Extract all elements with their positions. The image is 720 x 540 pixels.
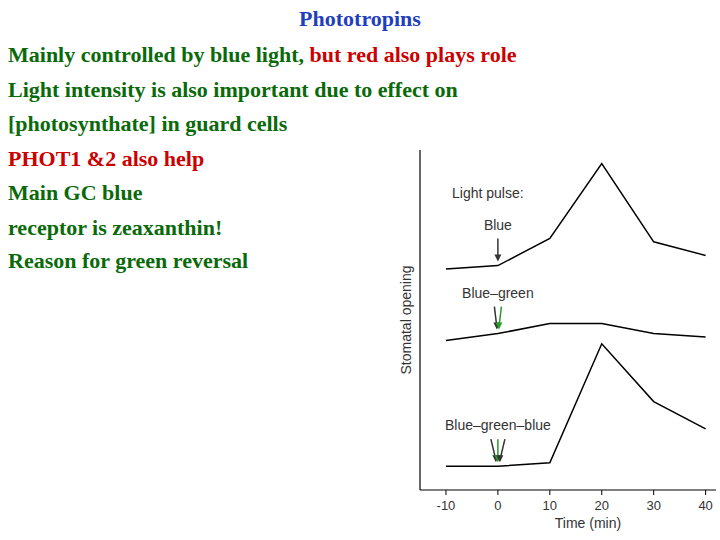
y-axis [419, 150, 420, 490]
series-label: Blue [484, 217, 512, 233]
series-labels: Blue Blue–green Blue–green–blue [445, 217, 551, 463]
x-axis [420, 489, 716, 490]
x-axis-label: Time (min) [555, 515, 621, 531]
slide-line: [photosynthate] in guard cells [8, 111, 288, 136]
x-tick [549, 490, 550, 495]
x-tick [445, 490, 446, 495]
x-tick [705, 490, 706, 495]
text-segment: Reason for green reversal [8, 248, 248, 273]
series-label: Blue–green [462, 285, 534, 301]
x-tick-label: 10 [543, 498, 557, 513]
slide-line: Reason for green reversal [8, 248, 248, 273]
text-segment: Light intensity is also important due to… [8, 77, 458, 102]
text-segment: but red also plays role [310, 42, 517, 67]
slide-line: Main GC blue [8, 180, 143, 205]
slide-line: Mainly controlled by blue light, but red… [8, 42, 517, 67]
slide-line: receptor is zeaxanthin! [8, 215, 222, 240]
series-line [446, 344, 706, 466]
pulse-arrowhead [494, 255, 501, 262]
text-segment: [photosynthate] in guard cells [8, 111, 288, 136]
x-tick-label: 0 [494, 498, 501, 513]
pulse-arrowhead [496, 455, 503, 462]
chart: -10 0 10 20 30 40 Time (min) Stomatal opening Li… [398, 150, 716, 531]
x-tick [497, 490, 498, 495]
text-segment: Main GC blue [8, 180, 143, 205]
x-tick-label: 40 [698, 498, 712, 513]
series-label: Blue–green–blue [445, 417, 551, 433]
x-tick [601, 490, 602, 495]
pulse-arrowhead [495, 323, 502, 330]
series-line [446, 323, 706, 340]
x-tick-label: 30 [646, 498, 660, 513]
x-tick-label: -10 [437, 498, 456, 513]
x-tick-label: 20 [595, 498, 609, 513]
series-line [446, 164, 706, 269]
annotation: Light pulse: [452, 185, 524, 201]
slide: Phototropins Mainly controlled by blue li… [0, 0, 720, 540]
slide-title: Phototropins [299, 6, 421, 31]
text-segment: receptor is zeaxanthin! [8, 215, 222, 240]
slide-line: Light intensity is also important due to… [8, 77, 458, 102]
text-segment: Mainly controlled by blue light, [8, 42, 310, 67]
slide-line: PHOT1 &2 also help [8, 146, 204, 171]
y-axis-label: Stomatal opening [398, 266, 414, 375]
x-tick [653, 490, 654, 495]
text-segment: PHOT1 &2 also help [8, 146, 204, 171]
